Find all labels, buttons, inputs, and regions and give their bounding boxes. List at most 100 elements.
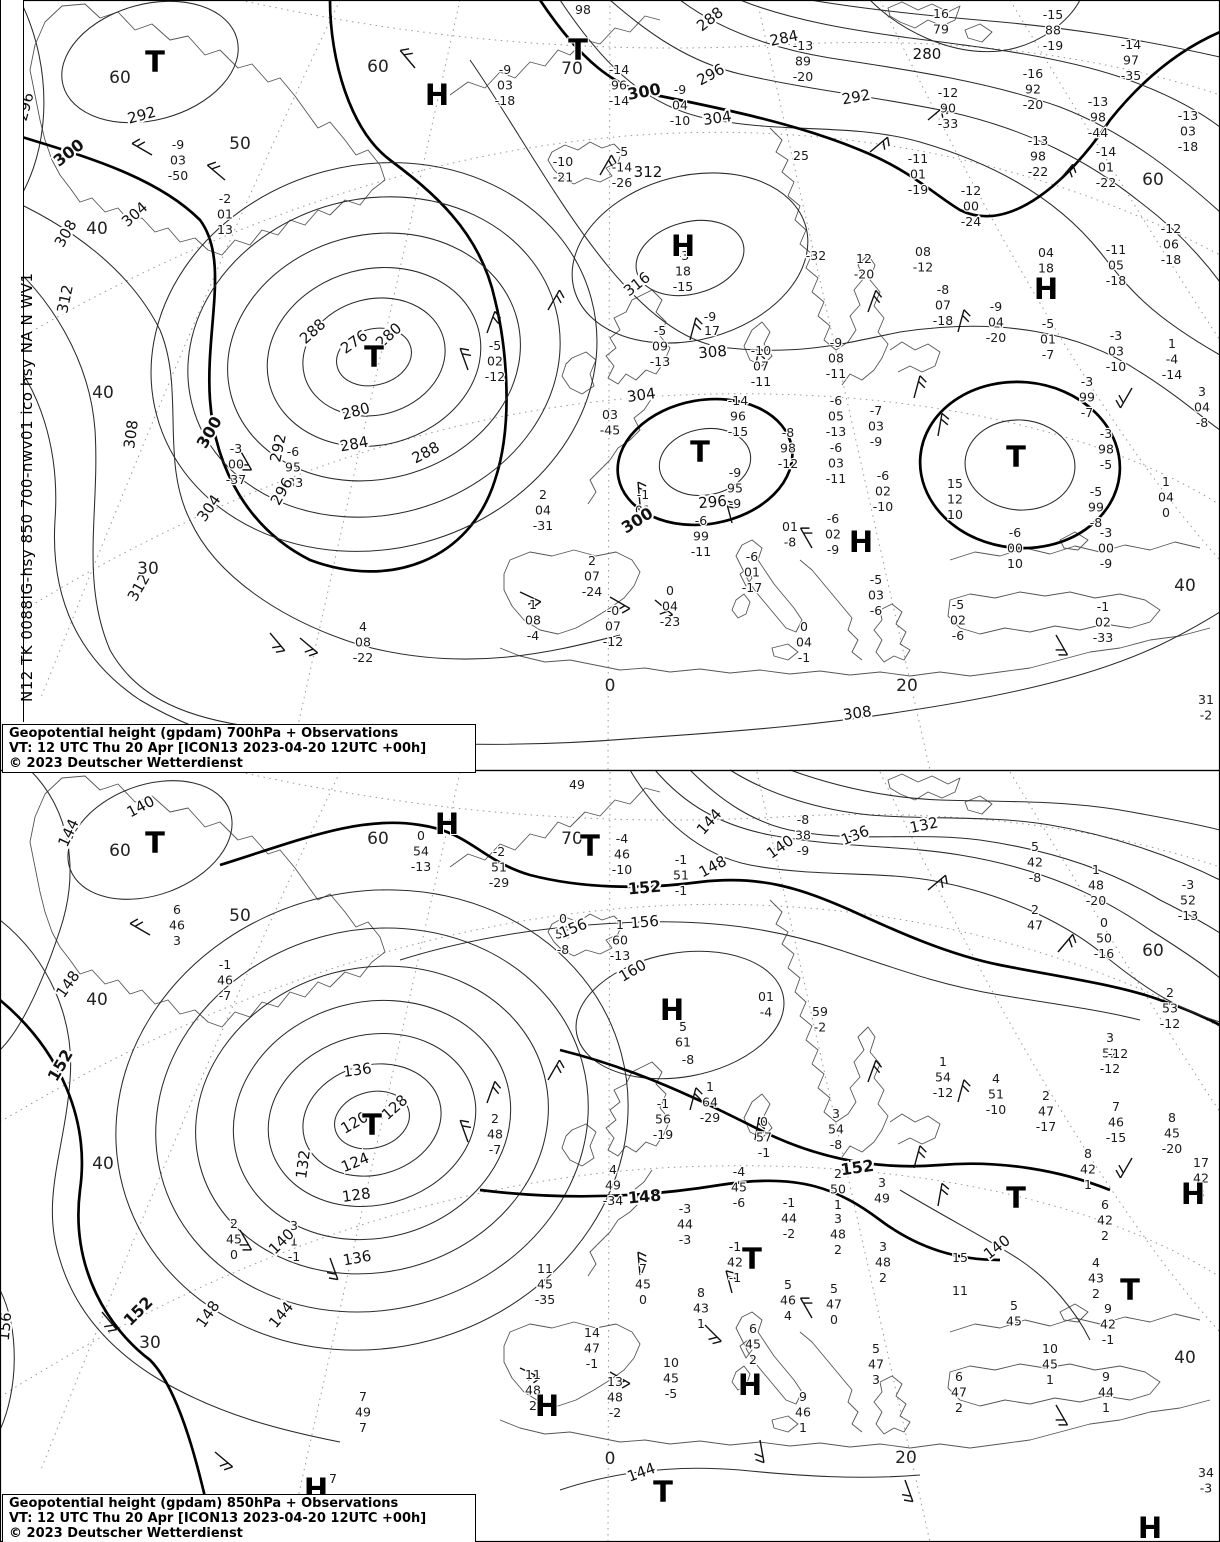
station-observation: -1 [288, 1249, 300, 1264]
station-observation: 51 [988, 1087, 1004, 1102]
station-observation: 6 [173, 902, 181, 917]
pressure-center-high: H [849, 525, 873, 559]
station-observation: -35 [1121, 68, 1141, 83]
wind-barb-icon [547, 1059, 565, 1081]
wind-barb-icon [599, 154, 617, 176]
station-observation: 45 [537, 1277, 553, 1292]
grid-label: 50 [229, 906, 251, 926]
station-observation: 08 [525, 613, 541, 628]
station-observation: -13 [1088, 94, 1108, 109]
station-observation: 48 [525, 1383, 541, 1398]
station-observation: -15 [1043, 7, 1063, 22]
station-observation: -10 [670, 113, 690, 128]
station-observation: 7 [639, 1261, 647, 1276]
wind-barb-icon [913, 375, 927, 399]
station-observation: -5 [654, 323, 666, 338]
station-observation: -5 [665, 1386, 677, 1401]
station-observation: -2 [783, 1226, 795, 1241]
station-observation: 5 [784, 1277, 792, 1292]
wind-barb-icon [799, 1297, 813, 1319]
station-observation: 9 [1104, 1301, 1112, 1316]
station-observation: 7 [1112, 1099, 1120, 1114]
station-observation: 52 [1180, 893, 1196, 908]
station-observation: -12 [485, 369, 505, 384]
station-observation: -31 [533, 518, 553, 533]
grid-label: 70 [561, 829, 583, 849]
station-observation: 0 [417, 828, 425, 843]
station-observation: -22 [1028, 164, 1048, 179]
station-observation: -22 [353, 650, 373, 665]
station-observation: 64 [702, 1095, 718, 1110]
wind-barb-icon [131, 138, 153, 156]
station-observation: -11 [826, 366, 846, 381]
station-observation: 9 [1102, 1369, 1110, 1384]
station-observation: 8 [1168, 1110, 1176, 1125]
contour-label: 304 [702, 107, 733, 129]
contour-label: 300 [50, 135, 88, 171]
station-observation: 3 [290, 1218, 298, 1233]
grid-label: 40 [86, 219, 108, 239]
contour-label: 136 [341, 1247, 372, 1270]
contour-label: 152 [839, 1156, 875, 1179]
contour-label: 156 [0, 1312, 15, 1342]
station-observation: -18 [933, 313, 953, 328]
station-observation: -6 [870, 603, 883, 618]
station-observation: -5 [870, 572, 882, 587]
contour-label: 308 [698, 342, 728, 362]
station-observation: -3 [1110, 328, 1122, 343]
station-observation: -12 [913, 260, 933, 275]
station-observation: -1 [729, 1270, 741, 1285]
wind-barb-icon [901, 1479, 914, 1503]
station-observation: -12 [933, 1085, 953, 1100]
station-observation: -9 [990, 299, 1003, 314]
station-observation: 07 [605, 619, 621, 634]
station-observation: -8 [797, 812, 810, 827]
station-observation: -1 [1102, 1332, 1114, 1347]
station-observation: 10 [663, 1355, 679, 1370]
station-observation: 07 [935, 298, 951, 313]
station-observation: -11 [908, 151, 928, 166]
wind-barb-icon [399, 48, 416, 69]
station-observation: -10 [553, 154, 573, 169]
station-observation: -37 [226, 472, 246, 487]
wind-barb-icon [689, 317, 703, 341]
wind-barb-icon [927, 874, 948, 891]
station-observation: -14 [1096, 144, 1116, 159]
station-observation: 50 [1096, 931, 1112, 946]
contour-label: 152 [627, 877, 662, 899]
wind-barb-icon [637, 1251, 647, 1276]
station-observation: -6 [877, 468, 890, 483]
station-observation: 98 [780, 441, 796, 456]
station-observation: -4 [760, 1005, 773, 1020]
station-observation: -3 [1100, 426, 1112, 441]
grid-label: 40 [92, 383, 114, 403]
wind-barb-icon [754, 1439, 765, 1464]
station-observation: -12 [778, 456, 798, 471]
contour-label: 296 [694, 60, 728, 89]
contour-label: 316 [620, 268, 654, 300]
station-observation: 00 [1098, 541, 1114, 556]
wind-barb-icon [214, 1451, 234, 1471]
contour-label: 280 [340, 399, 372, 424]
station-observation: 9 [799, 1389, 807, 1404]
station-observation: -1 [637, 487, 649, 502]
station-observation: -14 [612, 160, 632, 175]
station-observation: 46 [169, 918, 185, 933]
wind-barb-icon [299, 637, 319, 657]
caption-box-700hpa: Geopotential height (gpdam) 700hPa + Obs… [2, 724, 476, 773]
station-observation: -3 [1182, 877, 1194, 892]
station-observation: 00 [963, 199, 979, 214]
contour-label: 284 [338, 433, 369, 456]
contour-label: 148 [696, 852, 730, 881]
station-observation: 1 [706, 1079, 714, 1094]
station-observation: 47 [951, 1385, 967, 1400]
wind-barb-icon [937, 1182, 950, 1207]
contours-850hpa [0, 769, 1220, 1542]
station-observation: 2 [1031, 902, 1039, 917]
station-observation: 09 [652, 339, 668, 354]
station-observation: 49 [874, 1191, 890, 1206]
station-observation: -9 [830, 335, 843, 350]
station-observation: 3 [1106, 1030, 1114, 1045]
grid-label: 0 [605, 1449, 616, 1469]
station-observation: -32 [806, 248, 826, 263]
